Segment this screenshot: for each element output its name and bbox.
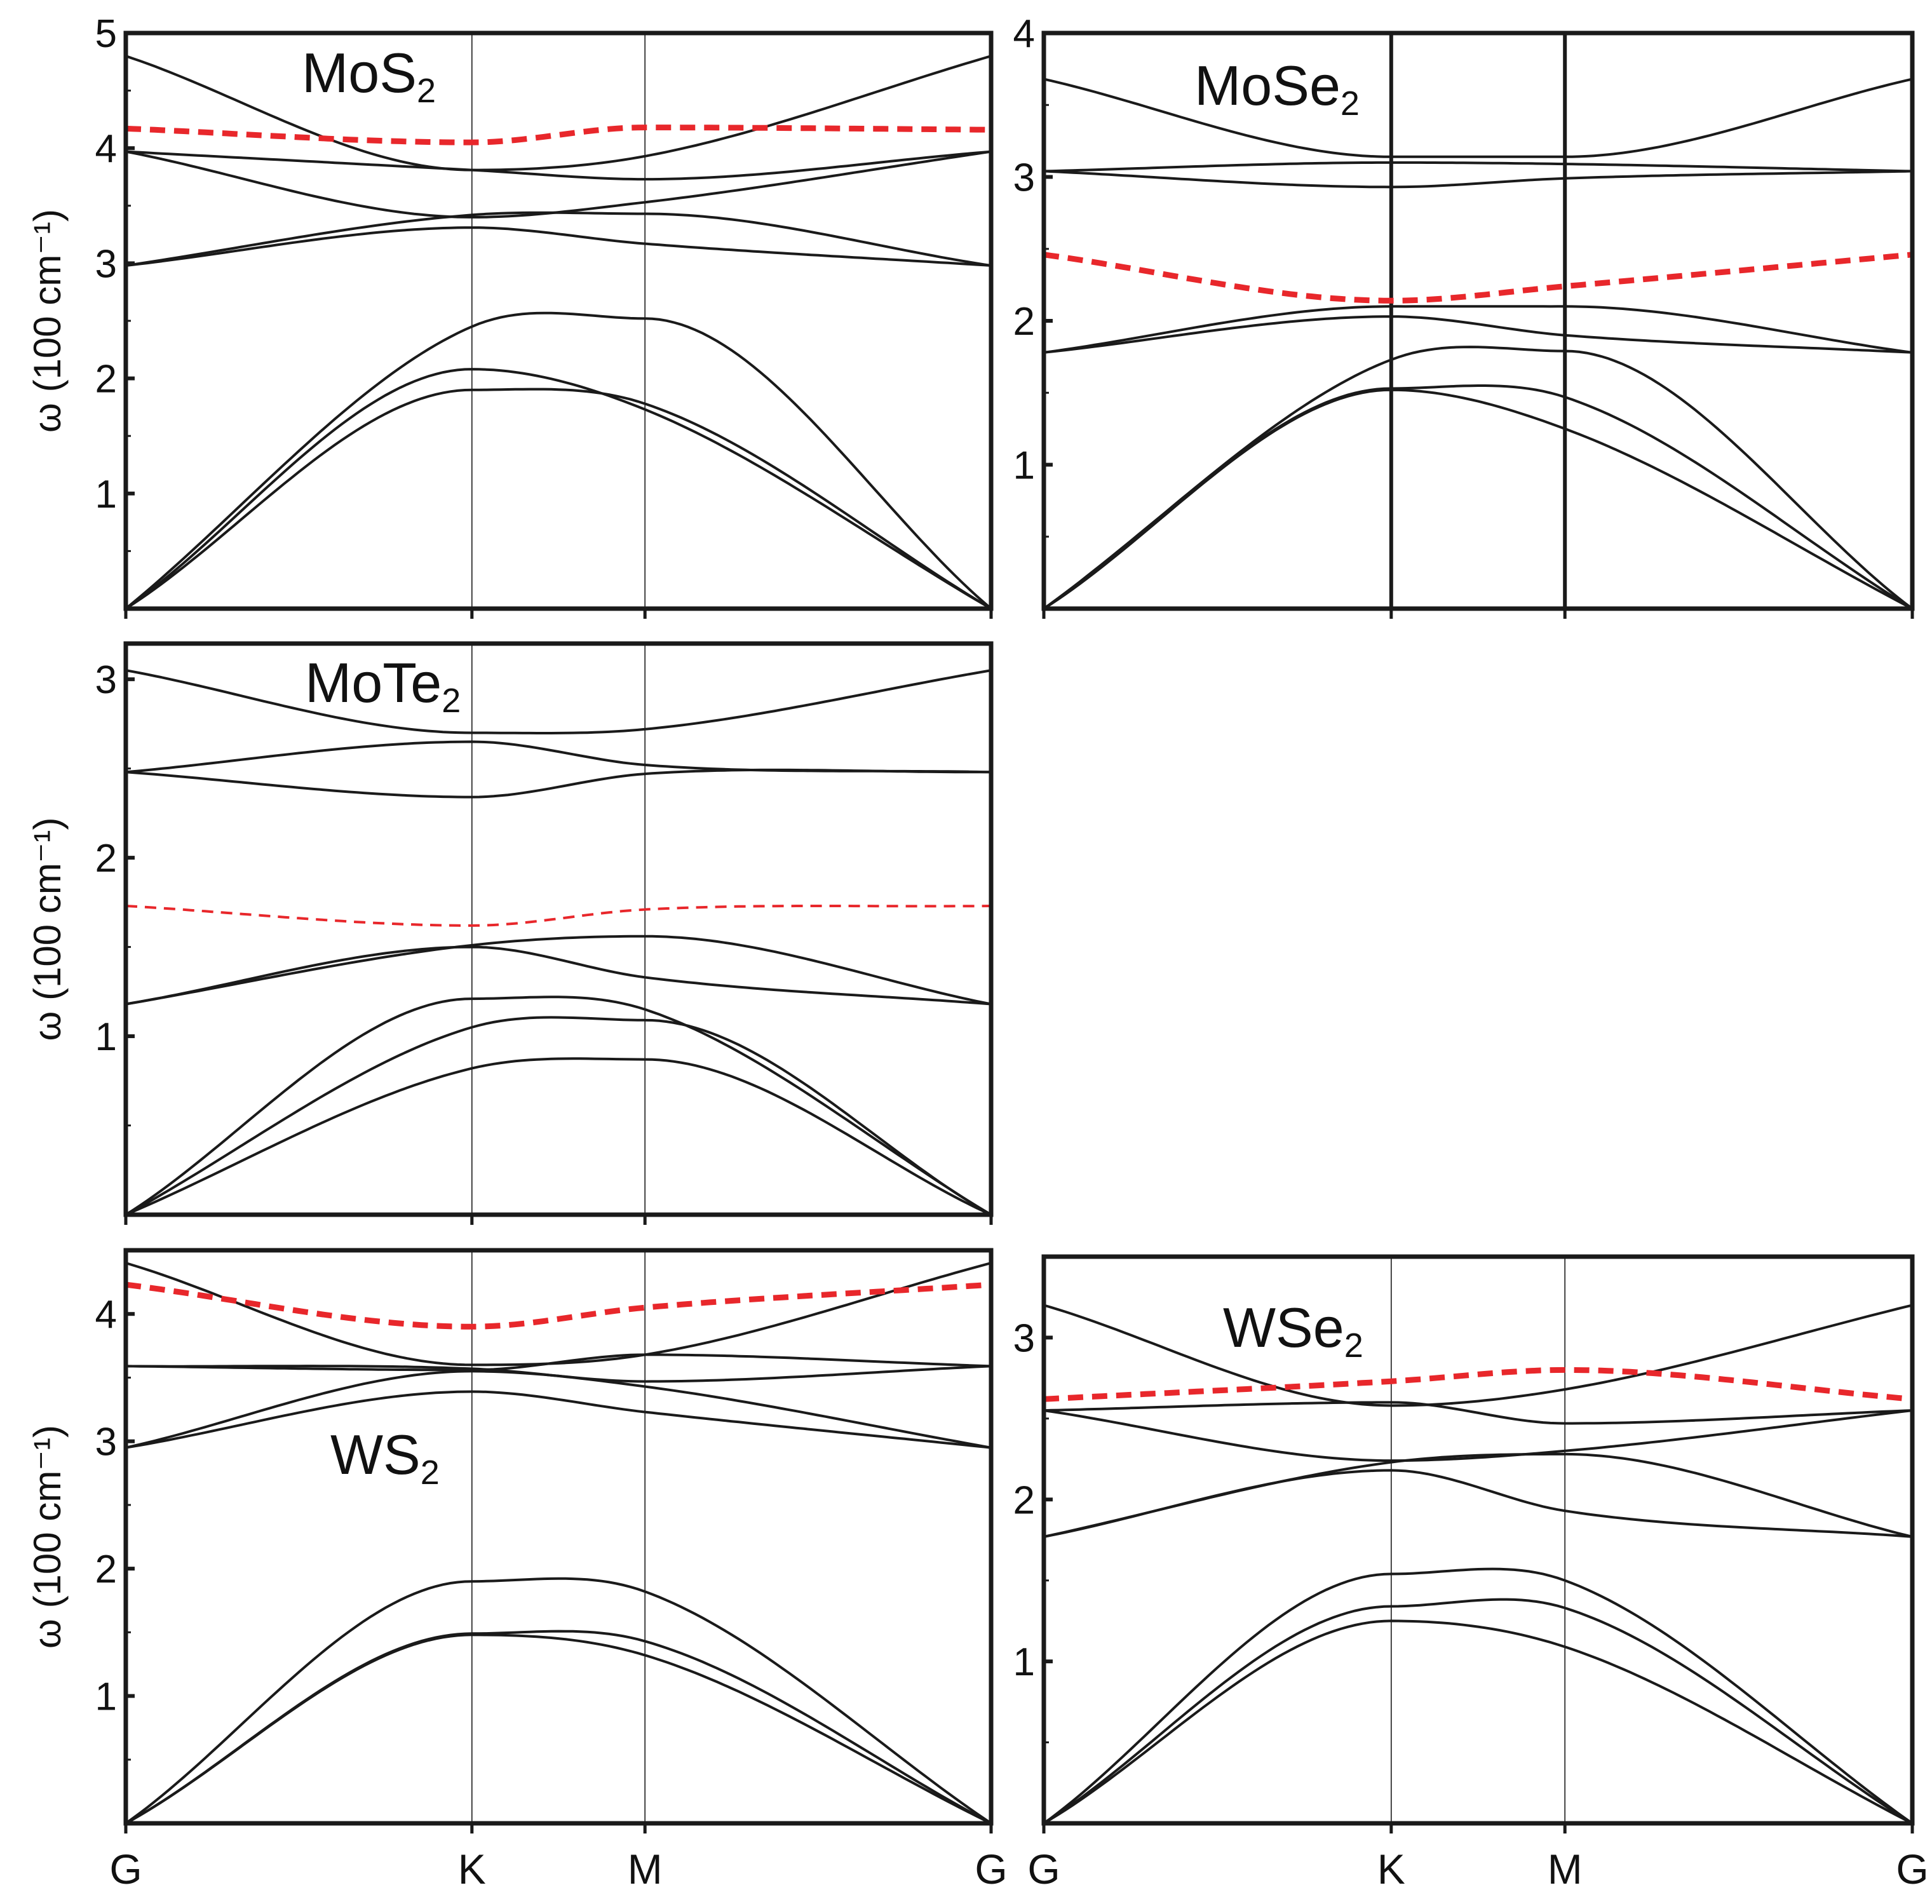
mose2-branch-opt-2 — [1043, 305, 1913, 354]
mos2-branch-opt-5 — [125, 55, 992, 172]
mose2-ytick-label: 4 — [1013, 12, 1035, 56]
mos2-ytick-label: 4 — [95, 127, 117, 171]
wse2-branch-opt-3 — [1043, 1409, 1913, 1462]
wse2-ytick-label: 3 — [1013, 1316, 1035, 1360]
ws2-ytick-label: 4 — [95, 1293, 117, 1337]
wse2-ytick-label: 1 — [1013, 1640, 1035, 1684]
wse2-branch-opt-1 — [1043, 1469, 1913, 1538]
ws2-branch-ta — [125, 1633, 992, 1825]
mos2-branch-dashed — [125, 125, 992, 145]
wse2-branch-opt-4 — [1043, 1401, 1913, 1425]
ws2-branch-opt-5 — [125, 1262, 992, 1367]
mose2-branch-za — [1043, 346, 1914, 610]
mote2-branch-za — [125, 996, 992, 1216]
ws2-xtick-label-m: M — [628, 1846, 663, 1893]
mote2-frame — [123, 641, 994, 1217]
mose2-branch-la — [1043, 384, 1914, 610]
mote2-ylabel: ω (100 cm⁻¹) — [26, 818, 69, 1041]
ws2-frame — [123, 1248, 994, 1826]
ws2-branch-za — [125, 1577, 992, 1825]
wse2-xtick-label-k: K — [1377, 1846, 1405, 1893]
mote2-branch-opt-5 — [125, 669, 992, 734]
mose2-branch-opt-4 — [1043, 161, 1913, 173]
mote2-branch-opt-1 — [125, 945, 992, 1006]
wse2-ytick-label: 2 — [1013, 1478, 1035, 1522]
mose2-ytick-label: 2 — [1013, 300, 1035, 344]
mos2-ylabel: ω (100 cm⁻¹) — [26, 209, 69, 433]
ws2-xtick-label-g: G — [109, 1846, 142, 1893]
ws2-xtick-label-g: G — [975, 1846, 1007, 1893]
mose2-branch-opt-1 — [1043, 315, 1913, 354]
mote2-branch-opt-4 — [125, 740, 992, 774]
mos2-frame — [123, 30, 994, 611]
mose2-ytick-label: 3 — [1013, 156, 1035, 200]
mos2-branch-za — [125, 311, 992, 610]
mose2-title: MoSe2 — [1194, 54, 1360, 123]
wse2-panel: 1 2 3 G K M G WSe2 — [1013, 1254, 1929, 1893]
ws2-ylabel: ω (100 cm⁻¹) — [26, 1425, 69, 1649]
ws2-ytick-label: 1 — [95, 1675, 117, 1719]
ws2-title: WS2 — [330, 1423, 440, 1492]
mos2-branch-opt-3 — [125, 150, 992, 219]
wse2-branch-la — [1043, 1598, 1914, 1825]
mote2-ytick-label: 2 — [95, 837, 117, 881]
mote2-branch-ta — [125, 1057, 992, 1216]
mos2-branch-opt-1 — [125, 226, 992, 267]
ws2-branch-opt-2 — [125, 1370, 992, 1449]
mose2-panel: 1 2 3 4 MoSe2 — [1013, 12, 1915, 619]
mos2-branch-ta — [125, 388, 992, 610]
mos2-ytick-label: 5 — [95, 12, 117, 56]
mote2-title: MoTe2 — [305, 651, 461, 720]
mos2-panel: 1 2 3 4 5 MoS2 ω (100 cm⁻¹) — [26, 12, 994, 619]
mose2-branch-ta — [1043, 388, 1913, 610]
wse2-xtick-label-g: G — [1027, 1846, 1060, 1893]
mos2-ytick-label: 1 — [95, 473, 117, 517]
mote2-ytick-label: 1 — [95, 1015, 117, 1059]
ws2-branch-opt-3 — [125, 1365, 992, 1383]
wse2-branch-opt-5 — [1043, 1304, 1913, 1407]
ws2-branch-dashed — [125, 1281, 992, 1330]
ws2-panel: 1 2 3 4 G K M G WS2 ω (100 cm⁻¹) — [26, 1248, 1008, 1893]
mote2-panel: 1 2 3 MoTe2 ω (100 cm⁻¹) — [26, 641, 994, 1225]
mose2-branch-opt-5 — [1043, 78, 1913, 158]
ws2-ytick-label: 3 — [95, 1421, 117, 1464]
wse2-branch-dashed — [1043, 1367, 1913, 1402]
mos2-branch-la — [125, 368, 992, 610]
mote2-branch-opt-2 — [125, 935, 992, 1006]
mos2-branch-opt-4 — [125, 150, 992, 181]
mos2-title: MoS2 — [302, 41, 436, 110]
mos2-ytick-label: 3 — [95, 242, 117, 286]
ws2-ytick-label: 2 — [95, 1548, 117, 1591]
ws2-branch-la — [125, 1630, 992, 1825]
wse2-xtick-label-m: M — [1548, 1846, 1583, 1893]
mose2-ytick-label: 1 — [1013, 444, 1035, 488]
mote2-branch-la — [125, 1016, 992, 1216]
ws2-branch-opt-1 — [125, 1390, 992, 1449]
wse2-frame — [1041, 1254, 1915, 1826]
wse2-branch-ta — [1043, 1619, 1913, 1825]
mos2-ytick-label: 2 — [95, 358, 117, 402]
mose2-branch-dashed — [1043, 252, 1913, 304]
wse2-branch-opt-2 — [1043, 1452, 1913, 1538]
mose2-branch-opt-3 — [1043, 170, 1913, 189]
wse2-branch-za — [1043, 1567, 1914, 1825]
wse2-title: WSe2 — [1223, 1296, 1363, 1365]
mote2-branch-dashed — [125, 905, 992, 927]
ws2-xtick-label-k: K — [458, 1846, 486, 1893]
mote2-branch-opt-3 — [125, 768, 991, 799]
wse2-xtick-label-g: G — [1896, 1846, 1928, 1893]
mote2-ytick-label: 3 — [95, 658, 117, 702]
